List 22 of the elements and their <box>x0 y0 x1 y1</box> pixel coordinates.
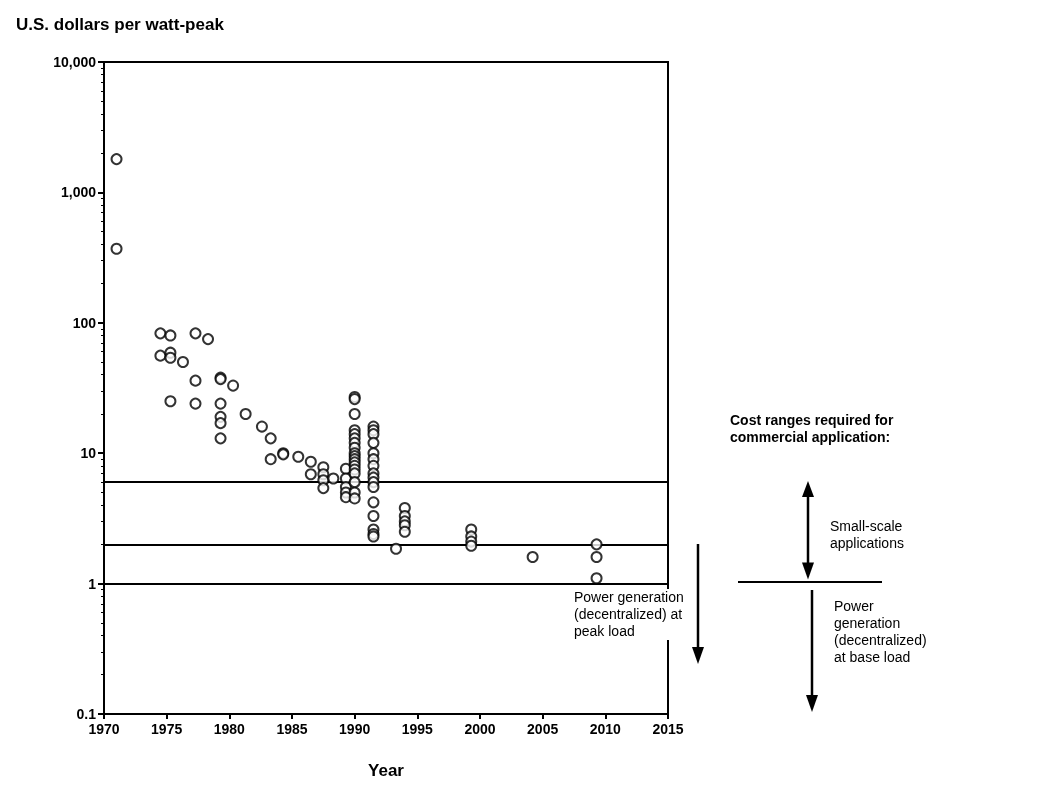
x-tick-label: 2000 <box>464 721 496 737</box>
y-tick-label: 1,000 <box>60 184 97 201</box>
x-tick-label: 1985 <box>276 721 308 737</box>
x-tick-label: 1970 <box>88 721 120 737</box>
y-tick-label: 100 <box>72 314 97 331</box>
x-tick-label: 1980 <box>213 721 246 737</box>
annotation: Power generation (decentralized) at peak load <box>574 588 686 640</box>
x-tick-label: 2015 <box>652 721 684 737</box>
x-tick-label: 1995 <box>401 721 434 737</box>
x-tick-label: 2005 <box>527 721 559 737</box>
y-tick-label: 10,000 <box>53 54 97 70</box>
y-tick-label: 1 <box>88 575 97 592</box>
y-axis-title: U.S. dollars per watt-peak <box>16 15 225 34</box>
x-tick-label: 2010 <box>589 721 622 737</box>
y-tick-label: 10 <box>80 445 97 462</box>
text: Power generation (decentralized) at base load <box>834 597 928 666</box>
x-tick-label: 1990 <box>339 721 371 737</box>
x-axis-title: Year <box>368 761 405 780</box>
text: Cost ranges required for commercial application: <box>730 412 895 446</box>
text: Small-scale applications <box>830 518 905 552</box>
x-tick-label: 1975 <box>151 721 183 737</box>
y-tick-label: 0.1 <box>76 706 97 722</box>
